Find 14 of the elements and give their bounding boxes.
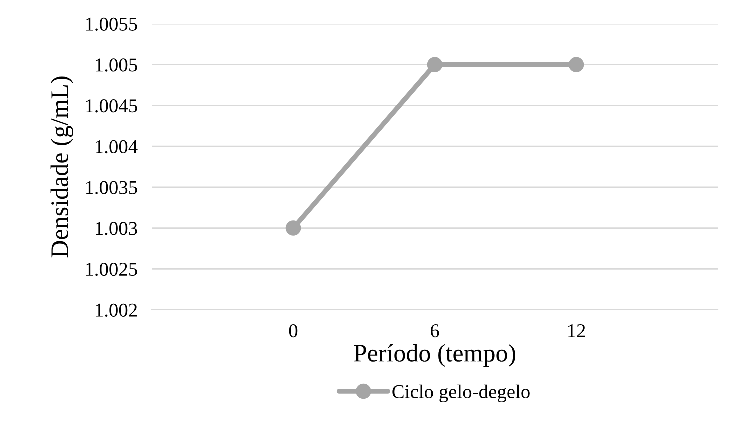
y-tick-label: 1.005 [96,58,138,72]
x-tick-label: 6 [430,324,440,338]
y-tick-label: 1.002 [96,304,138,318]
x-tick-label: 0 [289,324,298,338]
y-axis-title: Densidade (g/mL) [50,76,74,258]
y-tick-label: 1.0035 [86,181,138,194]
y-tick-label: 1.0025 [86,262,138,276]
y-tick-label: 1.0055 [86,18,138,32]
y-tick-label: 1.004 [96,140,138,154]
x-axis-title: Período (tempo) [354,344,516,368]
y-tick-label: 1.0045 [86,100,138,113]
legend-label: Ciclo gelo-degelo [392,384,530,403]
y-tick-label: 1.003 [96,222,138,236]
x-tick-label: 12 [568,324,586,338]
